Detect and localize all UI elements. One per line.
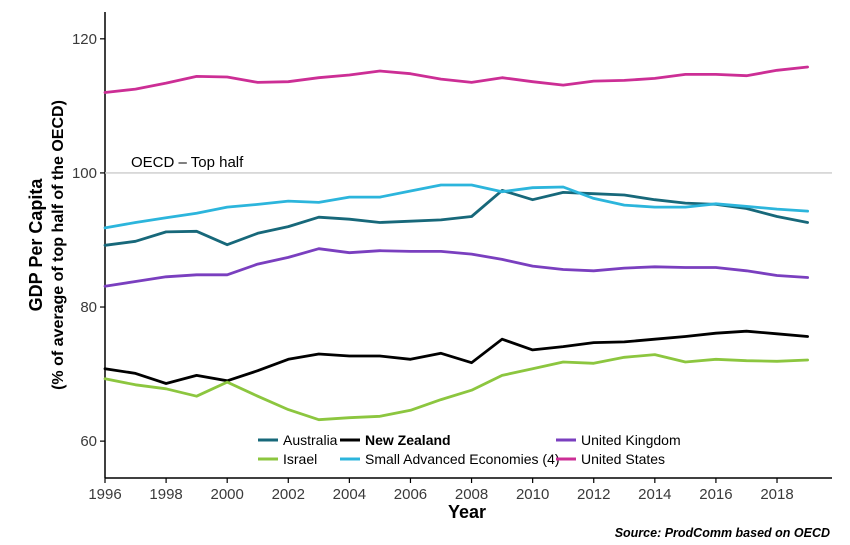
y-axis-title: GDP Per Capita (26, 178, 46, 312)
legend-item-label: New Zealand (365, 432, 451, 448)
x-tick-label: 2006 (394, 486, 427, 503)
y-tick-label: 80 (80, 299, 97, 316)
legend-item-label: Small Advanced Economies (4) (365, 451, 560, 467)
reference-line-label: OECD – Top half (131, 154, 244, 171)
series-line-new-zealand (103, 329, 809, 385)
series-line-united-states (103, 65, 809, 94)
x-tick-label: 2002 (272, 486, 305, 503)
series-line-israel (103, 353, 809, 422)
x-tick-label: 2008 (455, 486, 488, 503)
x-tick-label: 2004 (333, 486, 366, 503)
legend-item-label: Israel (283, 451, 317, 467)
x-tick-label: 2014 (638, 486, 671, 503)
y-axis-subtitle: (% of average of top half of the OECD) (50, 100, 67, 390)
x-axis-title: Year (448, 502, 486, 522)
series-line-united-kingdom (103, 247, 809, 288)
series-line-australia (103, 189, 809, 247)
source-note: Source: ProdComm based on OECD (615, 526, 830, 540)
y-tick-label: 100 (72, 165, 97, 182)
series-group (103, 65, 809, 422)
legend-item-label: Australia (283, 432, 338, 448)
x-tick-label: 2000 (210, 486, 243, 503)
legend-item-label: United States (581, 451, 665, 467)
x-tick-label: 1996 (88, 486, 121, 503)
x-tick-label: 2018 (760, 486, 793, 503)
y-tick-label: 120 (72, 31, 97, 48)
series-line-small-advanced-economies-4 (103, 183, 809, 230)
legend-item-label: United Kingdom (581, 432, 681, 448)
legend: Australia New Zealand United Kingdom Israel… (258, 432, 681, 467)
x-tick-label: 1998 (149, 486, 182, 503)
y-tick-label: 60 (80, 433, 97, 450)
x-tick-label: 2016 (699, 486, 732, 503)
x-tick-label: 2010 (516, 486, 549, 503)
x-tick-label: 2012 (577, 486, 610, 503)
axes: 60 80 100 120 1996 1998 2000 2002 2004 2006 2008 20… (72, 12, 832, 503)
